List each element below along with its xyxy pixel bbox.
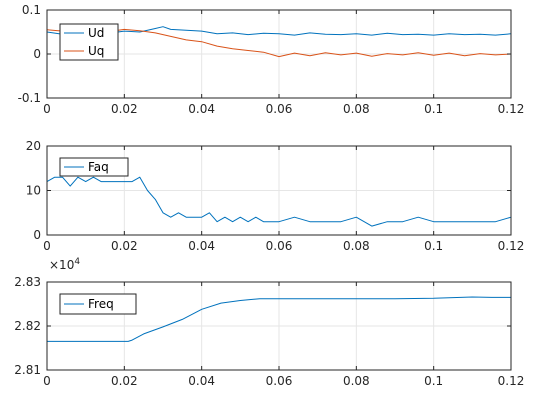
x-tick-label: 0.06 [266, 239, 293, 253]
x-tick-label: 0.08 [343, 102, 370, 116]
series-lines [46, 26, 512, 58]
series-line-faq [46, 176, 512, 227]
legend: Ud Uq [59, 23, 119, 61]
x-tick-label: 0 [43, 374, 51, 388]
legend-box [59, 157, 129, 177]
axes-freq: 0 0.02 0.04 0.06 0.08 0.1 0.12 2.81 2.82 2.83 Fre… [14, 257, 524, 388]
y-tick-label: 0.1 [22, 3, 41, 17]
x-tick-label: 0.06 [266, 102, 293, 116]
x-tick-label: 0.06 [266, 374, 293, 388]
series-line-ud [46, 26, 512, 36]
series-line-uq [46, 28, 512, 58]
series-line-freq [47, 296, 511, 342]
axes-frame [46, 145, 512, 236]
axes-frame [46, 281, 512, 371]
legend-box [59, 293, 137, 315]
axes-frame [46, 9, 512, 99]
x-tick-label: 0.12 [498, 374, 525, 388]
y-tick-label: 20 [26, 139, 41, 153]
x-tick-label: 0.12 [498, 102, 525, 116]
legend: Freq [59, 293, 137, 315]
x-tick-label: 0.12 [498, 239, 525, 253]
legend-box [59, 23, 119, 61]
legend: Faq [59, 157, 129, 177]
y-tick-label: 10 [26, 184, 41, 198]
x-tick-label: 0.08 [343, 239, 370, 253]
axes-faq: 0 0.02 0.04 0.06 0.08 0.1 0.12 0 10 20 Faq [26, 139, 525, 253]
legend-label: Freq [88, 297, 114, 311]
y-tick-label: -0.1 [18, 91, 41, 105]
ticks: 0 0.02 0.04 0.06 0.08 0.1 0.12 2.81 2.82 2.83 [14, 275, 524, 388]
x-tick-label: 0.1 [424, 102, 443, 116]
x-tick-label: 0.02 [111, 102, 138, 116]
legend-label: Ud [88, 26, 104, 40]
y-tick-label: 2.83 [14, 275, 41, 289]
y-tick-label: 2.82 [14, 319, 41, 333]
series-lines [46, 176, 512, 227]
x-tick-label: 0 [43, 102, 51, 116]
legend-label: Uq [88, 44, 104, 58]
x-tick-label: 0.04 [188, 102, 215, 116]
ticks: 0 0.02 0.04 0.06 0.08 0.1 0.12 0 10 20 [26, 139, 525, 253]
x-tick-label: 0.04 [188, 374, 215, 388]
x-tick-label: 0.08 [343, 374, 370, 388]
series-lines [47, 296, 511, 342]
x-tick-label: 0 [43, 239, 51, 253]
legend-label: Faq [88, 160, 109, 174]
x-tick-label: 0.02 [111, 239, 138, 253]
x-tick-label: 0.02 [111, 374, 138, 388]
y-tick-label: 2.81 [14, 363, 41, 377]
x-tick-label: 0.1 [424, 374, 443, 388]
y-exponent-label: ×104 [49, 257, 80, 272]
x-tick-label: 0.04 [188, 239, 215, 253]
ticks: 0 0.02 0.04 0.06 0.08 0.1 0.12-0.100.1 [18, 3, 525, 116]
y-tick-label: 0 [33, 47, 41, 61]
y-tick-label: 0 [33, 228, 41, 242]
x-tick-label: 0.1 [424, 239, 443, 253]
